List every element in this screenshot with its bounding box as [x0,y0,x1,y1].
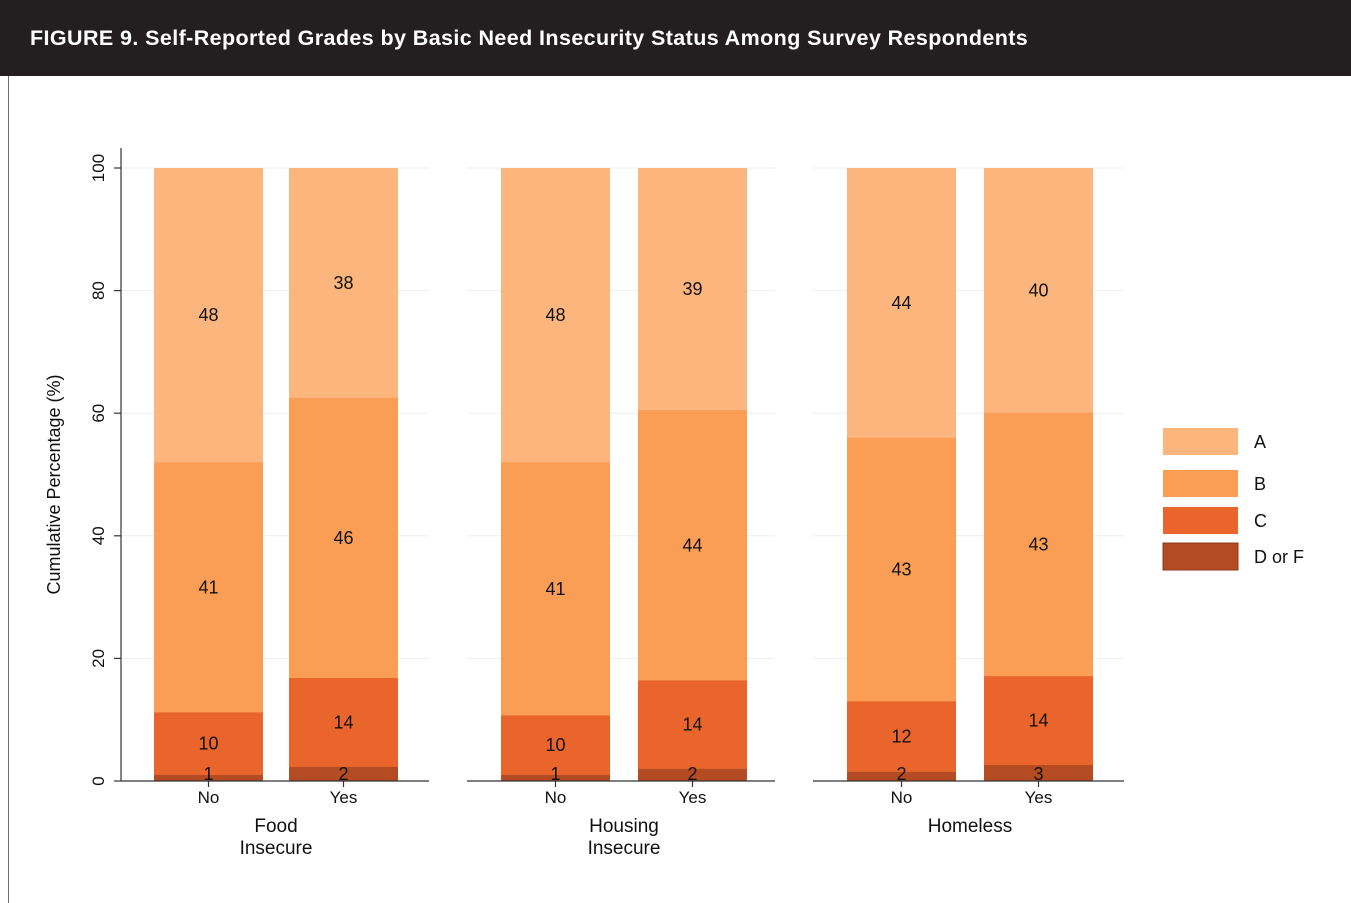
bar-segment-c [638,680,747,769]
y-tick-label: 20 [89,649,108,668]
data-label: 2 [338,764,348,784]
bar-segment-a [638,168,747,411]
data-label: 2 [687,764,697,784]
y-tick-label: 60 [89,404,108,423]
bar-segment-a [501,168,610,463]
data-label: 39 [682,279,702,299]
data-label: 46 [333,528,353,548]
x-tick-label: No [198,788,220,807]
data-label: 48 [545,305,565,325]
bar-segment-b [638,410,747,681]
data-label: 14 [333,712,353,732]
panel-label: Homeless [928,816,1012,837]
legend: A BC D or F [1162,428,1304,571]
data-label: 10 [545,735,565,755]
data-label: 14 [682,715,702,735]
y-tick-label: 40 [89,526,108,545]
data-label: 44 [682,535,702,555]
legend-swatch [1162,542,1239,571]
y-axis: 0 20 40 60 80 100 Cumulative Percentage (%) [44,148,122,786]
y-tick-label: 0 [89,776,108,785]
legend-swatch [1163,507,1238,534]
panel-label: Insecure [588,838,661,859]
gridlines [121,167,1124,659]
frame-border [8,76,9,903]
data-label: 40 [1028,280,1048,300]
x-tick-label: Yes [1025,788,1053,807]
x-tick-label: Yes [679,788,707,807]
legend-label: B [1254,474,1266,494]
data-label: 2 [896,764,906,784]
bar-segment-d-or-f [501,774,610,781]
data-label: 1 [203,764,213,784]
bar-segment-c [501,715,610,775]
data-label: 43 [1028,534,1048,554]
bar-segment-a [289,168,398,398]
figure-title: FIGURE 9. Self-Reported Grades by Basic … [0,0,1351,76]
x-tick-label: No [891,788,913,807]
bar-segment-d-or-f [984,765,1093,781]
data-label: 12 [891,727,911,747]
data-label: 44 [891,293,911,313]
data-label: 10 [198,734,218,754]
bars [154,168,1093,781]
bar-segment-c [984,676,1093,766]
bar-segment-b [501,462,610,716]
bar-segment-a [847,168,956,438]
legend-swatch [1163,470,1238,497]
bar-segment-c [289,678,398,767]
legend-label: C [1254,511,1267,531]
data-label: 38 [333,273,353,293]
panel-label: Food [254,816,297,837]
bar-segment-a [154,168,263,463]
data-labels: 1 10 41 48 2 14 46 38 1 10 41 48 2 14 44 39 2 12 43 44 3 14 43… [198,273,1048,784]
bar-segment-a [984,168,1093,413]
y-tick-label: 80 [89,281,108,300]
legend-swatch [1163,428,1238,455]
bar-segment-b [289,397,398,679]
bar-segment-b [847,437,956,702]
data-label: 41 [545,579,565,599]
panel-label: Housing [589,816,659,837]
data-label: 41 [198,577,218,597]
data-label: 14 [1028,711,1048,731]
data-label: 48 [198,305,218,325]
bar-segment-b [154,462,263,713]
x-tick-label: Yes [330,788,358,807]
y-tick-label: 100 [89,154,108,182]
panel-label: Insecure [240,838,313,859]
bar-segment-d-or-f [154,774,263,781]
bar-segment-b [984,412,1093,677]
y-axis-label: Cumulative Percentage (%) [44,374,64,594]
bar-segment-d-or-f [847,771,956,781]
bar-segment-d-or-f [638,768,747,781]
legend-label: A [1254,432,1266,452]
data-label: 43 [891,560,911,580]
x-tick-label: No [545,788,567,807]
data-label: 3 [1033,764,1043,784]
bar-segment-d-or-f [289,766,398,781]
bar-segment-c [154,712,263,775]
bar-segment-c [847,701,956,772]
legend-label: D or F [1254,547,1304,567]
data-label: 1 [550,764,560,784]
